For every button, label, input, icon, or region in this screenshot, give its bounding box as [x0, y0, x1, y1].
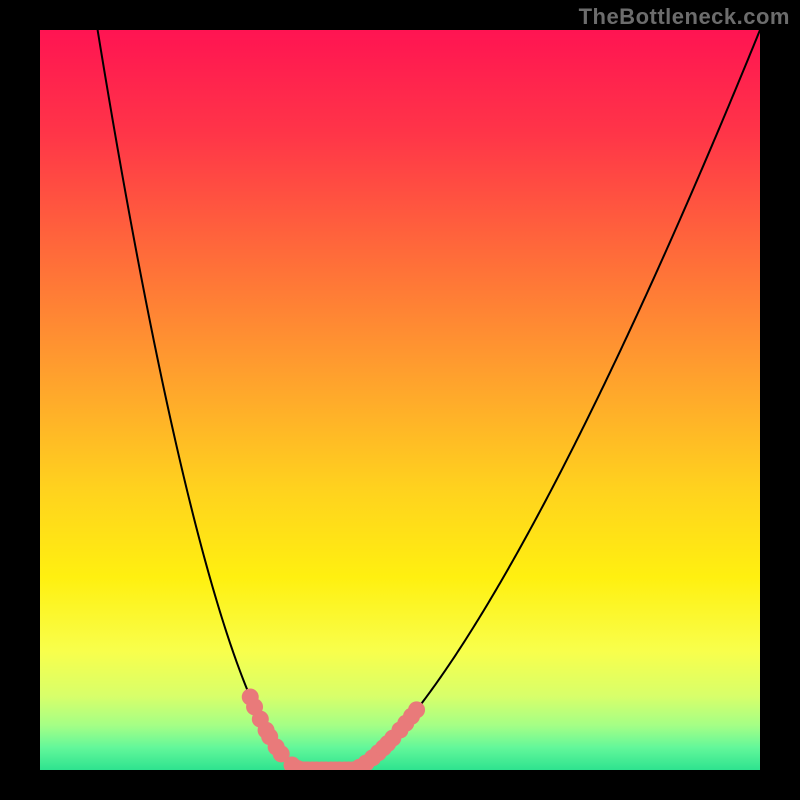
watermark-text: TheBottleneck.com [579, 4, 790, 30]
gradient-background [40, 30, 760, 770]
outer-frame: TheBottleneck.com [0, 0, 800, 800]
marker-dot [408, 701, 425, 718]
chart-svg [40, 30, 760, 770]
plot-area [40, 30, 760, 770]
